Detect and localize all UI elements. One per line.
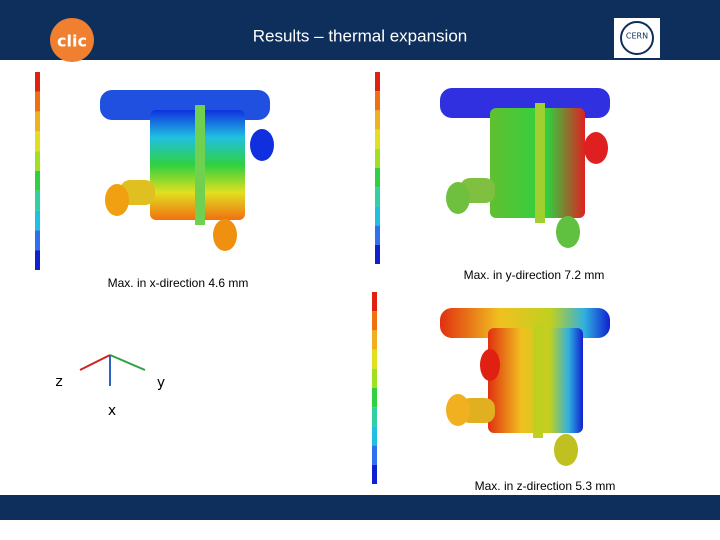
colorbar-cell [35,72,40,92]
colorbars [35,72,380,484]
slide-title: Results – thermal expansion [253,26,468,45]
colorbar-cell [375,225,380,245]
colorbar-cell [375,206,380,226]
colorbar-cell [375,91,380,111]
colorbar-cell [35,151,40,171]
model-y [440,88,610,248]
colorbar-cell [375,168,380,188]
colorbar-cell [35,250,40,270]
axis-label: y [157,375,165,391]
colorbar-cell [35,190,40,211]
colorbar-cell [372,311,377,331]
colorbar-cell [375,244,380,264]
colorbar-cell [35,91,40,112]
colorbar-cell [372,426,377,446]
cern-logo-ring [620,21,654,55]
header-band [0,0,720,60]
cern-logo-text: CERN [626,32,648,41]
colorbar-cell [35,230,40,251]
axis-label: z [55,374,62,390]
colorbar-cell [35,131,40,152]
axis-label: x [108,403,116,419]
footer-band [0,495,720,520]
model-x [100,90,274,251]
colorbar-cell [35,171,40,191]
colorbar-cell [372,445,377,465]
colorbar-cell [372,464,377,484]
caption: Max. in x-direction 4.6 mm [108,276,249,290]
colorbar-cell [372,407,377,427]
clic-logo [50,18,94,62]
colorbar-cell [372,368,377,388]
caption: Max. in z-direction 5.3 mm [475,479,616,493]
axis-triad [79,354,146,386]
caption: Max. in y-direction 7.2 mm [464,268,605,282]
colorbar-cell [372,292,377,312]
colorbar-cell [372,349,377,369]
colorbar-cell [375,129,380,149]
colorbar-cell [375,187,380,207]
colorbar-cell [372,388,377,408]
colorbar-cell [35,210,40,231]
colorbar-cell [375,148,380,168]
model-z [440,308,610,466]
colorbar-cell [35,111,40,132]
colorbar-cell [375,110,380,130]
colorbar-cell [375,72,380,92]
colorbar-cell [372,330,377,350]
clic-logo-text: clic [57,32,87,51]
